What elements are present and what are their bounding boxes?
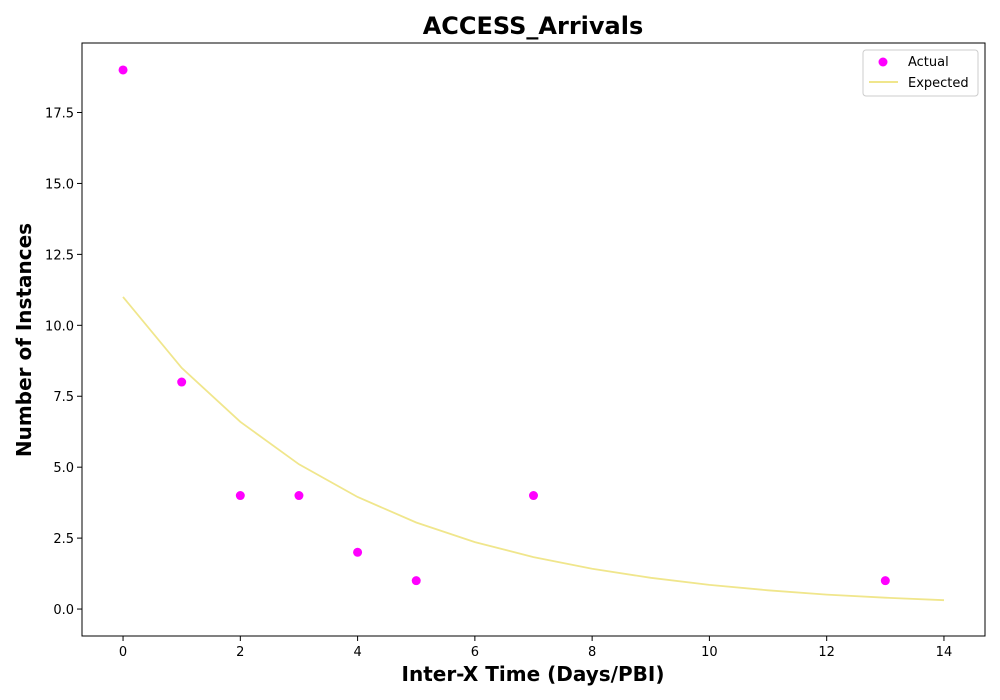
actual-point (529, 491, 538, 501)
x-tick-label: 10 (701, 645, 718, 660)
y-tick-label: 5.0 (53, 461, 74, 476)
legend-box (862, 49, 979, 97)
x-tick-label: 14 (936, 645, 953, 660)
actual-point (118, 65, 128, 75)
actual-point (880, 576, 890, 586)
x-axis: 0 2 4 6 8 10 12 14 (119, 636, 952, 660)
x-tick-label: 4 (353, 645, 361, 660)
actual-point (411, 576, 421, 586)
y-tick-label: 0.0 (53, 603, 74, 618)
y-tick-label: 17.5 (45, 107, 74, 122)
chart-title: ACCESS_Arrivals (423, 12, 644, 40)
expected-line (122, 296, 945, 602)
legend-marker-actual (878, 57, 888, 67)
x-tick-label: 2 (236, 645, 244, 660)
x-axis-label: Inter-X Time (Days/PBI) (402, 662, 665, 686)
y-tick-label: 7.5 (53, 390, 74, 405)
x-tick-label: 0 (119, 645, 127, 660)
series-layer (118, 65, 945, 602)
y-tick-label: 10.0 (45, 319, 74, 334)
y-tick-label: 2.5 (53, 532, 74, 547)
x-tick-label: 8 (588, 645, 596, 660)
legend-label-expected: Expected (908, 76, 969, 91)
y-axis: 0.0 2.5 5.0 7.5 10.0 12.5 15.0 17.5 (45, 107, 82, 618)
y-tick-label: 15.0 (45, 177, 74, 192)
x-tick-label: 12 (818, 645, 835, 660)
actual-point (294, 491, 304, 501)
plot-frame (81, 42, 986, 637)
y-axis-label: Number of Instances (12, 223, 36, 457)
actual-point (177, 377, 187, 387)
actual-point (235, 491, 245, 501)
y-tick-label: 12.5 (45, 248, 74, 263)
actual-point (353, 547, 363, 557)
x-tick-label: 6 (471, 645, 479, 660)
legend-label-actual: Actual (908, 55, 949, 70)
legend: Actual Expected (862, 49, 979, 97)
